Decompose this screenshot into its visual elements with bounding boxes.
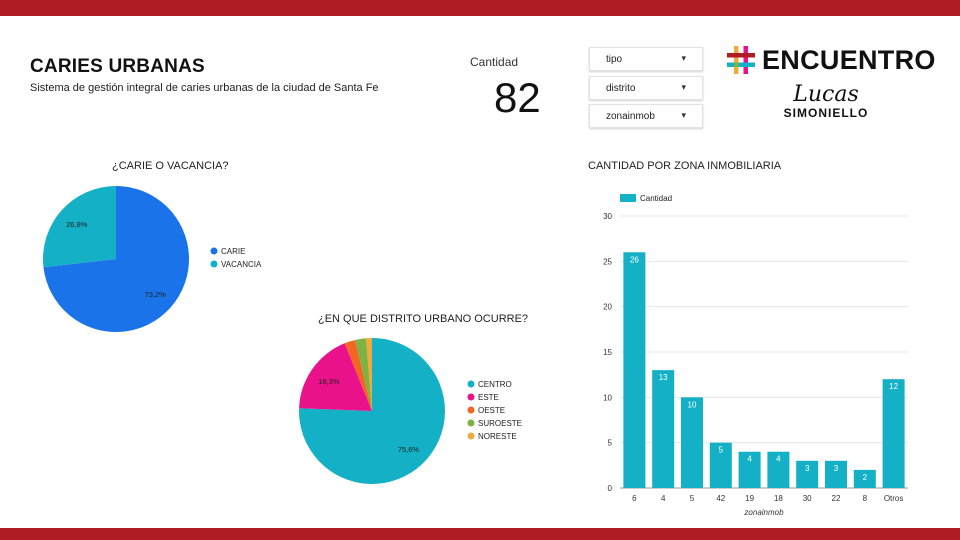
legend-label: VACANCIA <box>221 260 262 269</box>
y-tick-label: 25 <box>603 257 612 266</box>
filter-distrito-label: distrito <box>606 82 636 94</box>
filter-tipo-dropdown[interactable]: tipo ▾ <box>589 47 703 71</box>
simoniello-text: SIMONIELLO <box>783 106 869 120</box>
bar-otros[interactable] <box>882 379 905 488</box>
x-tick-label: 6 <box>632 494 637 503</box>
bar-19[interactable] <box>738 451 761 488</box>
chevron-down-icon: ▾ <box>681 82 686 92</box>
pie-slice-vacancia[interactable] <box>43 186 116 268</box>
legend-label: ESTE <box>478 393 499 402</box>
x-tick-label: 22 <box>832 494 841 503</box>
kpi-label: Cantidad <box>470 55 519 69</box>
legend-swatch <box>620 194 636 202</box>
bar-30[interactable] <box>796 460 819 488</box>
encuentro-logo: ENCUENTRO <box>726 42 936 78</box>
legend-label: OESTE <box>478 406 505 415</box>
x-tick-label: 18 <box>774 494 783 503</box>
chevron-down-icon: ▾ <box>681 110 686 120</box>
lucas-script: Lucas <box>793 82 859 107</box>
legend-swatch <box>210 260 218 268</box>
bar-value-label: 4 <box>776 455 781 464</box>
legend-label: CENTRO <box>478 380 512 389</box>
pie-slice-carie[interactable] <box>43 186 190 332</box>
bottom-banner <box>0 528 960 540</box>
page-title: CARIES URBANAS <box>30 56 205 77</box>
pie-chart-carie-vacancia: 73,2% 26,8% CARIE VACANCIA <box>43 186 262 332</box>
y-tick-label: 5 <box>608 439 613 448</box>
filter-zonainmob-label: zonainmob <box>606 110 655 122</box>
bar-chart-zona: 0 5 10 15 20 25 30 Cantidad 26 6 13 4 10 5 5 42 4 19 4 18 3 3… <box>603 194 908 517</box>
y-tick-label: 10 <box>603 393 612 402</box>
x-tick-label: 42 <box>716 494 725 503</box>
x-tick-label: 8 <box>863 494 868 503</box>
bar-value-label: 10 <box>688 400 697 409</box>
filter-zonainmob-dropdown[interactable]: zonainmob ▾ <box>589 104 703 128</box>
legend-swatch <box>210 247 218 255</box>
x-axis-title: zonainmob <box>743 508 784 517</box>
filter-distrito-dropdown[interactable]: distrito ▾ <box>589 76 703 100</box>
pie2-title: ¿EN QUE DISTRITO URBANO OCURRE? <box>318 313 529 325</box>
bar-18[interactable] <box>767 451 790 488</box>
pie-slice-oeste[interactable] <box>344 339 372 411</box>
legend-label: SUROESTE <box>478 419 522 428</box>
x-tick-label: 5 <box>690 494 695 503</box>
bar-value-label: 13 <box>659 373 668 382</box>
bar-value-label: 4 <box>747 455 752 464</box>
pie-value-label: 75,6% <box>398 445 420 454</box>
legend-swatch <box>467 432 475 440</box>
y-tick-label: 30 <box>603 212 612 221</box>
encuentro-wordmark: ENCUENTRO <box>762 44 936 75</box>
filter-tipo-label: tipo <box>606 53 623 65</box>
lucas-simoniello-logo: Lucas SIMONIELLO <box>776 82 876 121</box>
legend-swatch <box>467 393 475 401</box>
legend-swatch <box>467 406 475 414</box>
pie-value-label: 18,3% <box>318 377 340 386</box>
bar-value-label: 3 <box>805 464 810 473</box>
pie-slice-noreste[interactable] <box>366 338 372 411</box>
pie-slice-este[interactable] <box>299 343 372 411</box>
pie-value-label: 73,2% <box>145 290 167 299</box>
y-tick-label: 15 <box>603 348 612 357</box>
pie-slice-suroeste[interactable] <box>355 338 372 411</box>
legend-label: CARIE <box>221 247 245 256</box>
pie-chart-distrito: 75,6% 18,3% CENTRO ESTE OESTE SUROESTE NORESTE <box>299 338 522 484</box>
chevron-down-icon: ▾ <box>681 53 686 63</box>
bar-4[interactable] <box>652 370 675 488</box>
bar-value-label: 26 <box>630 255 639 264</box>
bar-6[interactable] <box>623 252 646 488</box>
bar-value-label: 3 <box>834 464 839 473</box>
x-tick-label: 19 <box>745 494 754 503</box>
bar-5[interactable] <box>681 397 703 488</box>
bar-value-label: 12 <box>889 382 898 391</box>
x-tick-label: 4 <box>661 494 666 503</box>
legend-label: NORESTE <box>478 432 517 441</box>
hashtag-icon <box>727 46 755 74</box>
bar-title: CANTIDAD POR ZONA INMOBILIARIA <box>588 160 782 172</box>
bar-8[interactable] <box>853 469 876 488</box>
y-tick-label: 20 <box>603 303 612 312</box>
legend-swatch <box>467 380 475 388</box>
pie1-title: ¿CARIE O VACANCIA? <box>112 160 229 172</box>
y-tick-label: 0 <box>608 484 613 493</box>
x-tick-label: 30 <box>803 494 812 503</box>
page-subtitle: Sistema de gestión integral de caries ur… <box>30 82 379 94</box>
bar-value-label: 5 <box>719 446 724 455</box>
bar-22[interactable] <box>825 460 847 488</box>
pie-value-label: 26,8% <box>66 220 88 229</box>
top-banner <box>0 0 960 16</box>
legend-label: Cantidad <box>640 194 672 203</box>
legend-swatch <box>467 419 475 427</box>
x-tick-label: Otros <box>884 494 904 503</box>
kpi-value: 82 <box>494 74 541 121</box>
bar-value-label: 2 <box>863 473 868 482</box>
bar-42[interactable] <box>709 442 732 488</box>
